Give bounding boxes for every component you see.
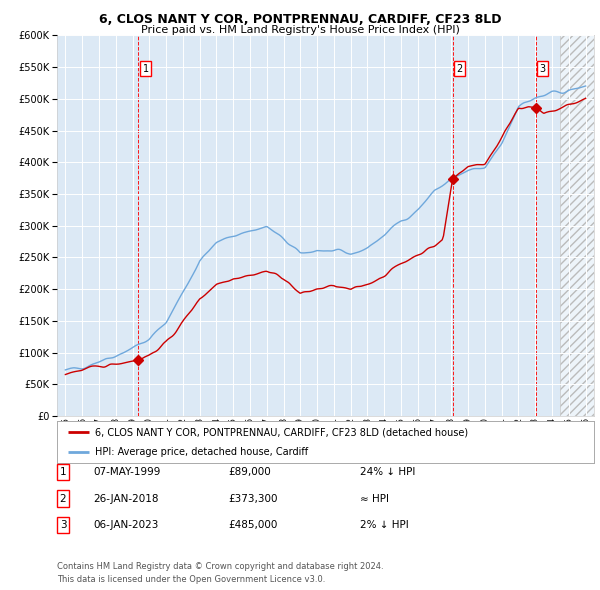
Text: 2: 2: [59, 494, 67, 503]
Text: 2% ↓ HPI: 2% ↓ HPI: [360, 520, 409, 530]
Text: 6, CLOS NANT Y COR, PONTPRENNAU, CARDIFF, CF23 8LD: 6, CLOS NANT Y COR, PONTPRENNAU, CARDIFF…: [99, 13, 501, 26]
Text: 06-JAN-2023: 06-JAN-2023: [93, 520, 158, 530]
Text: This data is licensed under the Open Government Licence v3.0.: This data is licensed under the Open Gov…: [57, 575, 325, 584]
Text: 26-JAN-2018: 26-JAN-2018: [93, 494, 158, 503]
Text: 3: 3: [540, 64, 546, 74]
Text: 1: 1: [59, 467, 67, 477]
Text: 6, CLOS NANT Y COR, PONTPRENNAU, CARDIFF, CF23 8LD (detached house): 6, CLOS NANT Y COR, PONTPRENNAU, CARDIFF…: [95, 427, 468, 437]
Text: ≈ HPI: ≈ HPI: [360, 494, 389, 503]
Text: Price paid vs. HM Land Registry's House Price Index (HPI): Price paid vs. HM Land Registry's House …: [140, 25, 460, 35]
Text: 24% ↓ HPI: 24% ↓ HPI: [360, 467, 415, 477]
Text: 07-MAY-1999: 07-MAY-1999: [93, 467, 160, 477]
Text: 3: 3: [59, 520, 67, 530]
Text: 2: 2: [457, 64, 463, 74]
Text: Contains HM Land Registry data © Crown copyright and database right 2024.: Contains HM Land Registry data © Crown c…: [57, 562, 383, 571]
Text: £89,000: £89,000: [228, 467, 271, 477]
Text: HPI: Average price, detached house, Cardiff: HPI: Average price, detached house, Card…: [95, 447, 308, 457]
Text: £485,000: £485,000: [228, 520, 277, 530]
Text: £373,300: £373,300: [228, 494, 277, 503]
Text: 1: 1: [143, 64, 149, 74]
